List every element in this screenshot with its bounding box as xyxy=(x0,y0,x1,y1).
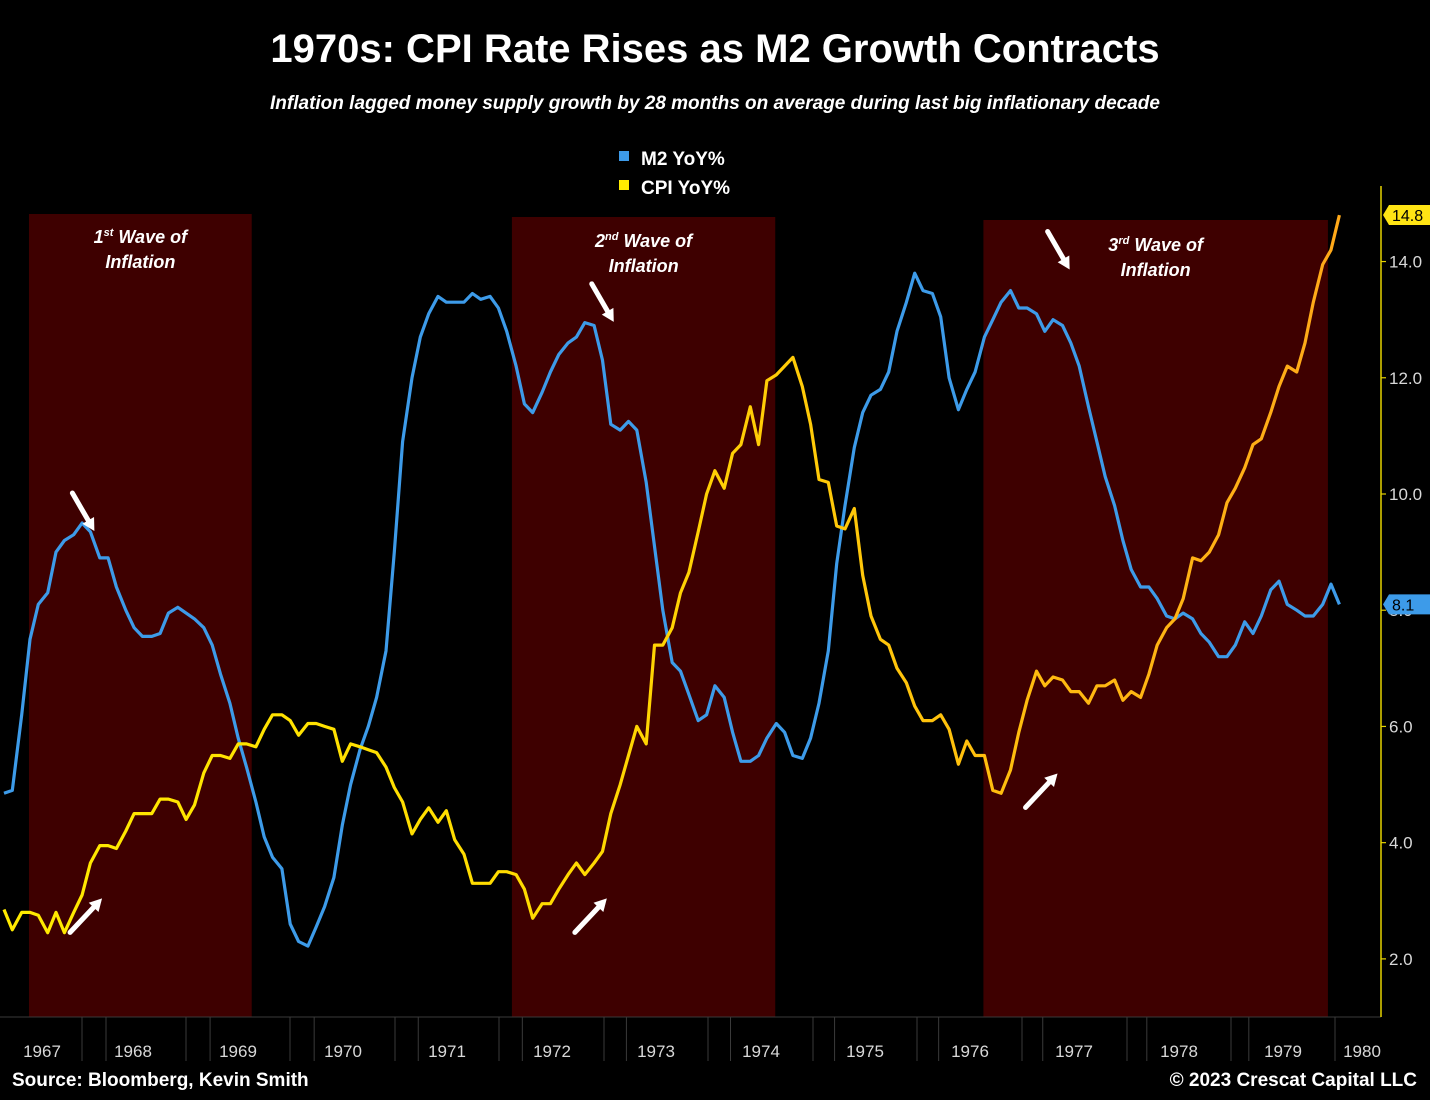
last-value-m2-label: 8.1 xyxy=(1392,597,1414,614)
wave-bands xyxy=(28,214,1328,1017)
trend-arrow-up-2-head xyxy=(88,898,103,912)
last-value-m2-badge xyxy=(1383,594,1430,615)
trend-arrow-down-1-head xyxy=(82,517,95,532)
x-tick-label-1974: 1974 xyxy=(742,1042,780,1061)
wave-label-3-line1: 3rd Wave of xyxy=(1108,235,1205,255)
legend: M2 YoY% CPI YoY% xyxy=(619,149,730,199)
y-tick-label-6: 14.0 xyxy=(1389,253,1422,272)
wave-labels: 1st Wave of Inflation 2nd Wave of Inflation… xyxy=(94,227,1205,280)
trend-arrow-up-4-shaft xyxy=(572,902,604,935)
wave-band-2 xyxy=(511,217,776,1017)
cpi-series-line xyxy=(2,214,1341,935)
m2-series-line xyxy=(3,271,1341,948)
trend-arrow-down-3-shaft xyxy=(589,281,613,318)
x-axis-ticks: 1967 1968 1969 1970 1971 1972 1973 1974 1975 1976… xyxy=(23,1017,1381,1061)
trend-arrow-up-6-head xyxy=(1044,773,1058,788)
wave-label-1-line2: Inflation xyxy=(105,252,175,272)
legend-label-m2: M2 YoY% xyxy=(641,149,725,170)
trend-arrow-up-6-shaft xyxy=(1023,777,1055,810)
trend-arrow-down-5-shaft xyxy=(1045,229,1068,265)
wave-label-2-line2: Inflation xyxy=(609,256,679,276)
wave-label-2-line1: 2nd Wave of xyxy=(594,231,694,251)
last-value-cpi-badge xyxy=(1383,205,1430,226)
last-value-m2: 8.1 xyxy=(1383,594,1430,615)
y-tick-label-1: 4.0 xyxy=(1389,834,1413,853)
x-tick-label-1970: 1970 xyxy=(324,1042,362,1061)
wave-label-3-line2: Inflation xyxy=(1121,260,1191,280)
x-tick-label-1973: 1973 xyxy=(637,1042,675,1061)
x-tick-label-1978: 1978 xyxy=(1160,1042,1198,1061)
x-tick-label-1980: 1980 xyxy=(1343,1042,1381,1061)
y-tick-label-0: 2.0 xyxy=(1389,950,1413,969)
x-tick-label-1969: 1969 xyxy=(219,1042,257,1061)
legend-label-cpi: CPI YoY% xyxy=(641,178,730,199)
trend-arrow-up-4-head xyxy=(593,898,607,912)
legend-swatch-m2 xyxy=(619,151,629,161)
copyright-note: © 2023 Crescat Capital LLC xyxy=(1170,1070,1418,1091)
trend-arrow-down-1-shaft xyxy=(69,490,93,527)
x-tick-label-1967: 1967 xyxy=(23,1042,61,1061)
last-value-cpi-label: 14.8 xyxy=(1392,208,1423,225)
legend-swatch-cpi xyxy=(619,180,629,190)
y-axis-ticks: 2.04.06.08.010.012.014.0 xyxy=(1381,253,1422,969)
x-tick-label-1972: 1972 xyxy=(533,1042,571,1061)
x-tick-label-1975: 1975 xyxy=(846,1042,884,1061)
trend-arrow-up-2-shaft xyxy=(67,902,99,935)
trend-arrows xyxy=(67,229,1070,935)
x-tick-label-1979: 1979 xyxy=(1264,1042,1302,1061)
wave-band-1 xyxy=(28,214,252,1017)
last-value-cpi: 14.8 xyxy=(1383,205,1430,226)
y-tick-label-4: 10.0 xyxy=(1389,485,1422,504)
chart-subtitle: Inflation lagged money supply growth by … xyxy=(270,93,1160,114)
x-tick-label-1976: 1976 xyxy=(951,1042,989,1061)
trend-arrow-down-5-head xyxy=(1057,255,1070,270)
y-tick-label-5: 12.0 xyxy=(1389,369,1422,388)
trend-arrow-down-3-head xyxy=(601,307,614,322)
chart-title: 1970s: CPI Rate Rises as M2 Growth Contr… xyxy=(270,27,1159,71)
x-tick-label-1971: 1971 xyxy=(428,1042,466,1061)
x-tick-label-1977: 1977 xyxy=(1055,1042,1093,1061)
y-tick-label-2: 6.0 xyxy=(1389,717,1413,736)
wave-label-1-line1: 1st Wave of xyxy=(94,227,189,247)
wave-band-3 xyxy=(983,220,1328,1017)
axes: 2.04.06.08.010.012.014.0 196719681969197… xyxy=(0,186,1422,1061)
x-tick-label-1968: 1968 xyxy=(114,1042,152,1061)
source-note: Source: Bloomberg, Kevin Smith xyxy=(12,1070,309,1091)
